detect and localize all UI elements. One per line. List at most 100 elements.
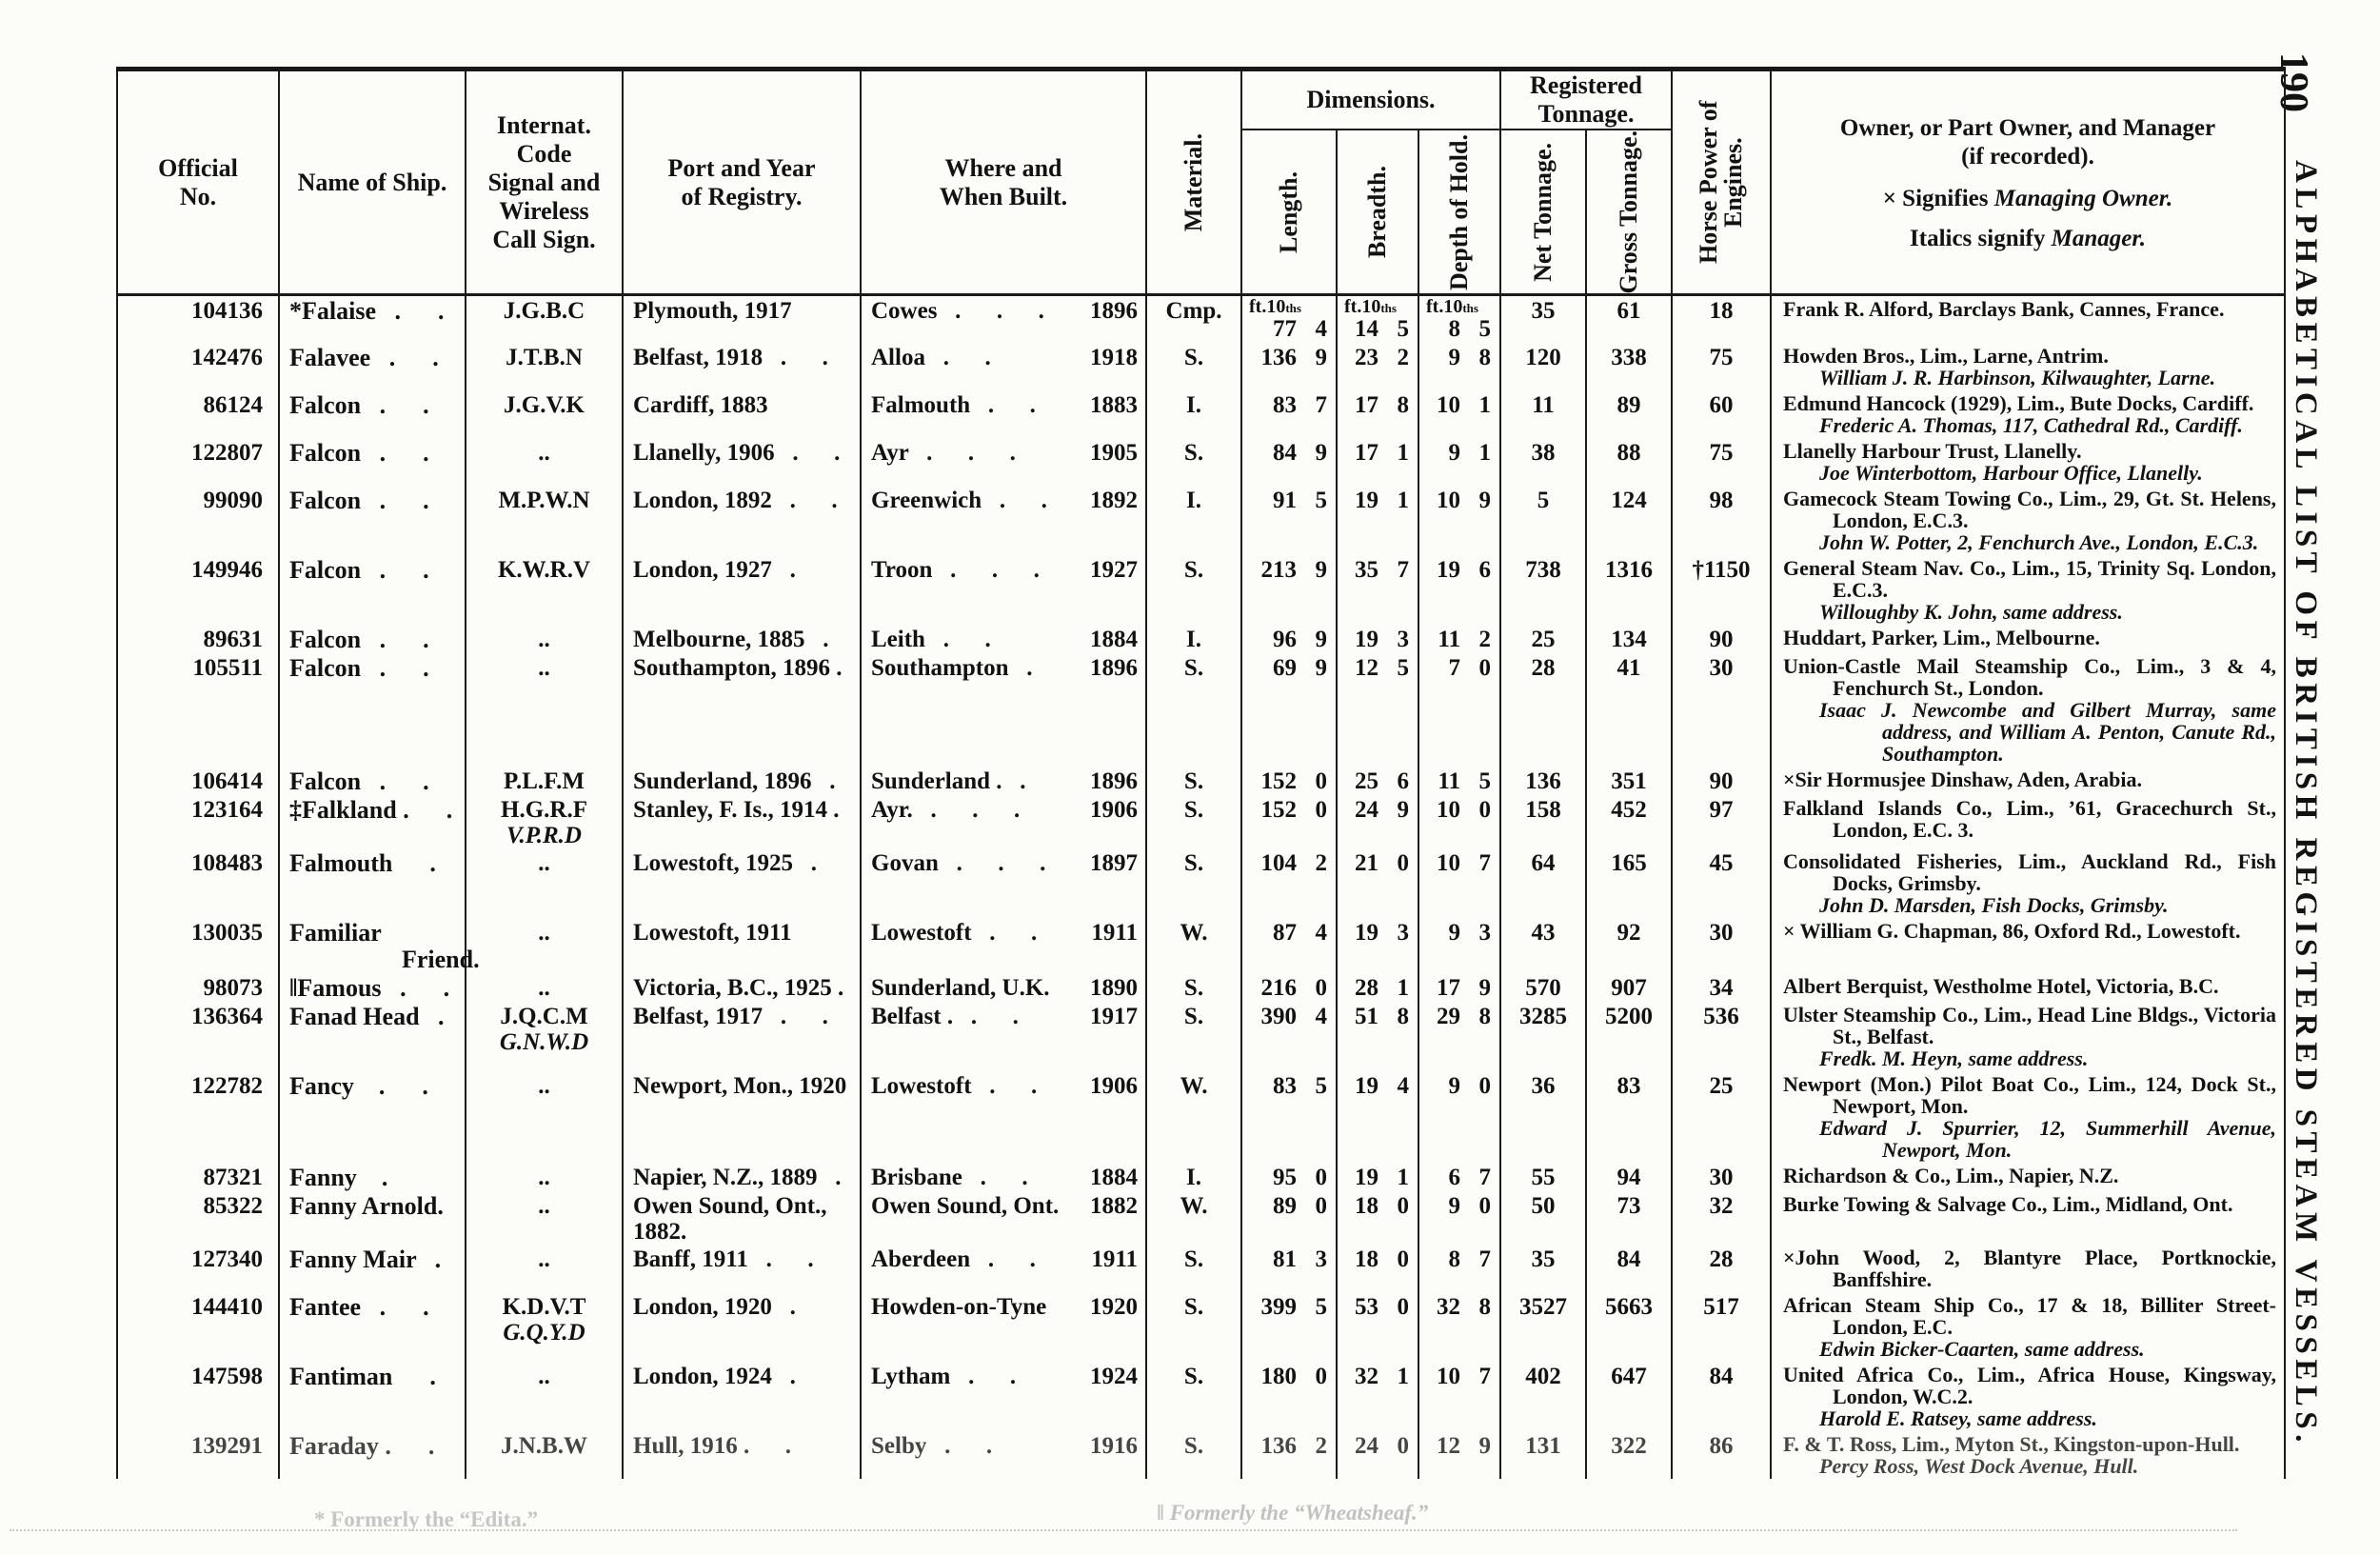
dimension-values: 136 2 xyxy=(1243,1433,1328,1460)
owner-line: Edmund Hancock (1929), Lim., Bute Docks,… xyxy=(1783,391,2254,416)
code-line: .. xyxy=(538,850,550,877)
dimension-values: 152 0 xyxy=(1243,768,1328,795)
built-line: Selby . . 1916 xyxy=(871,1433,1138,1459)
port-of-registry: Plymouth, 1917 xyxy=(622,294,861,344)
manager-line: William J. R. Harbinson, Kilwaughter, La… xyxy=(1819,366,2216,390)
horse-power: 75 xyxy=(1671,343,1771,391)
breadth: 25 6 xyxy=(1336,767,1418,796)
horse-power: 45 xyxy=(1671,848,1771,919)
depth-of-hold: 29 8 xyxy=(1418,1002,1500,1072)
feet-value: 91 xyxy=(1273,488,1297,514)
built-place-year: Falmouth . . 1883 xyxy=(860,390,1146,439)
breadth: ft.10ths 14 5 xyxy=(1336,294,1418,344)
material: S. xyxy=(1145,438,1241,487)
owner-info: Huddart, Parker, Lim., Melbourne. xyxy=(1770,625,2286,654)
built-place-year: Lowestoft . . 1906 xyxy=(860,1071,1146,1164)
dimension-values: 17 8 xyxy=(1339,392,1409,419)
ship-name-line: Fanny . xyxy=(289,1165,464,1191)
tenths-value: 1 xyxy=(1478,440,1492,467)
col-header-port: Port and Year of Registry. xyxy=(622,69,861,297)
units-ft: ft.10 xyxy=(1249,296,1286,318)
code-line: J.G.B.C xyxy=(503,298,585,325)
dimension-values: 51 8 xyxy=(1339,1004,1409,1030)
material: W. xyxy=(1145,1191,1241,1246)
gross-tonnage: 1316 xyxy=(1585,555,1672,626)
dimension-values: 390 4 xyxy=(1243,1004,1328,1030)
built-line: Lowestoft . . 1911 xyxy=(871,920,1138,946)
tenths-value: 0 xyxy=(1397,850,1410,877)
material: S. xyxy=(1145,1292,1241,1363)
ship-row: 147598 Fantiman ... London, 1924 . Lytham .… xyxy=(116,1362,2286,1432)
ship-name: Falcon . . xyxy=(278,486,466,556)
ship-name: Falcon . . xyxy=(278,390,466,439)
length: ft.10ths 77 4 xyxy=(1240,294,1337,344)
feet-value: 12 xyxy=(1355,655,1378,682)
dimension-values: 84 9 xyxy=(1243,440,1327,467)
dimension-values: 89 0 xyxy=(1243,1193,1327,1220)
built-year: 1897 xyxy=(1090,850,1138,877)
port-of-registry: Napier, N.Z., 1889 . xyxy=(622,1163,861,1192)
feet-value: 152 xyxy=(1260,768,1298,795)
official-no: 86124 xyxy=(116,390,279,439)
code-signal: M.P.W.N xyxy=(465,486,623,556)
dimension-values: 87 4 xyxy=(1243,920,1327,947)
tenths-value: 9 xyxy=(1478,1433,1492,1460)
built-line: Ayr . . . 1905 xyxy=(871,440,1138,466)
net-tonnage: 50 xyxy=(1499,1191,1586,1246)
port-of-registry: Lowestoft, 1925 . xyxy=(622,848,861,919)
code-signal: P.L.F.M xyxy=(465,767,623,796)
owner-line: Consolidated Fisheries, Lim., Auckland R… xyxy=(1783,849,2276,896)
owner-info: ×John Wood, 2, Blantyre Place, Portknock… xyxy=(1770,1245,2286,1293)
official-no: 99090 xyxy=(116,486,279,556)
horse-power: 84 xyxy=(1671,1362,1771,1432)
built-place-year: Ayr . . . 1905 xyxy=(860,438,1146,487)
tenths-value: 4 xyxy=(1315,920,1328,947)
built-place: Southampton . xyxy=(871,655,1033,682)
code-signal: .. xyxy=(465,1362,623,1432)
dimension-values: 53 0 xyxy=(1339,1294,1409,1321)
ship-name: Fanny Arnold. xyxy=(278,1191,466,1246)
owner-info: Richardson & Co., Lim., Napier, N.Z. xyxy=(1770,1163,2286,1192)
name-text: ‡Falkland . xyxy=(289,796,409,825)
built-year: 1917 xyxy=(1090,1004,1138,1030)
length: 213 9 xyxy=(1240,555,1337,626)
material: S. xyxy=(1145,1362,1241,1432)
tenths-value: 7 xyxy=(1315,392,1328,419)
ship-name-line: Falcon . . xyxy=(289,488,464,514)
gross-tonnage: 73 xyxy=(1585,1191,1672,1246)
built-place-year: Owen Sound, Ont. 1882 xyxy=(860,1191,1146,1246)
horse-power: 30 xyxy=(1671,653,1771,768)
feet-value: 29 xyxy=(1437,1004,1460,1030)
feet-value: 9 xyxy=(1448,440,1461,467)
owner-line: Gamecock Steam Towing Co., Lim., 29, Gt.… xyxy=(1783,487,2276,533)
dimension-values: 77 4 xyxy=(1243,316,1327,343)
breadth: 19 4 xyxy=(1336,1071,1418,1164)
tenths-value: 0 xyxy=(1397,1246,1410,1273)
name-text: Falcon xyxy=(289,556,362,585)
leader-dots: . . xyxy=(361,654,429,683)
owner-header-line2: (if recorded). xyxy=(1961,143,2094,169)
code-line: M.P.W.N xyxy=(498,488,590,514)
leader-dots: . . xyxy=(361,768,429,796)
feet-value: 19 xyxy=(1355,1165,1378,1191)
feet-value: 19 xyxy=(1355,627,1378,653)
leader-dots: . . xyxy=(361,1293,429,1322)
tenths-value: 9 xyxy=(1478,975,1492,1002)
built-place: Leith . . xyxy=(871,627,991,653)
leader-dots: . . xyxy=(361,487,429,515)
side-title: ALPHABETICAL LIST OF BRITISH REGISTERED … xyxy=(2289,160,2323,1447)
units-label: ft.10ths xyxy=(1243,297,1327,318)
feet-value: 81 xyxy=(1273,1246,1297,1273)
dimension-values: 83 5 xyxy=(1243,1073,1327,1100)
dimension-values: 35 7 xyxy=(1339,557,1409,584)
code-line: .. xyxy=(538,920,550,947)
tenths-value: 5 xyxy=(1315,1294,1328,1321)
dimension-values: 29 8 xyxy=(1420,1004,1491,1030)
gross-tonnage: 351 xyxy=(1585,767,1672,796)
tenths-value: 2 xyxy=(1315,850,1328,877)
feet-value: 17 xyxy=(1355,440,1378,467)
horse-power: †1150 xyxy=(1671,555,1771,626)
official-no: 130035 xyxy=(116,918,279,974)
